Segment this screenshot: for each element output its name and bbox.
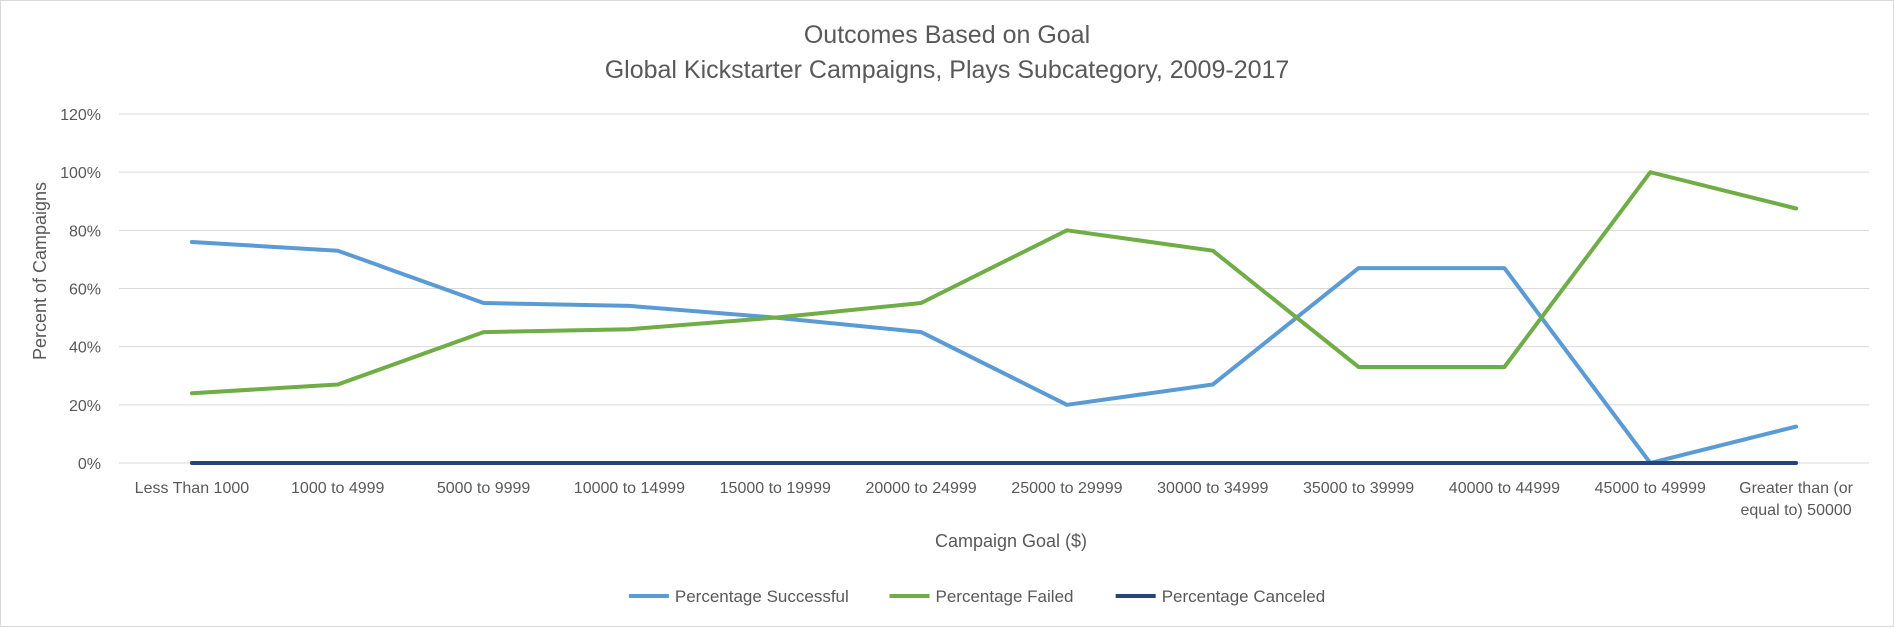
y-tick-label: 40% — [69, 340, 101, 357]
legend-item: Percentage Successful — [628, 587, 849, 606]
y-tick-label: 60% — [69, 282, 101, 299]
legend-label: Percentage Canceled — [1162, 587, 1326, 606]
y-tick-label: 0% — [78, 456, 101, 473]
legend-label: Percentage Failed — [936, 587, 1074, 606]
gridlines — [119, 113, 1869, 464]
legend-label: Percentage Successful — [675, 587, 849, 606]
x-axis-ticks: Less Than 1000 1000 to 4999 5000 to 9999 10… — [135, 480, 1854, 519]
x-tick-label: 15000 to 19999 — [720, 480, 831, 497]
x-tick-label: 10000 to 14999 — [574, 480, 685, 497]
legend-item: Percentage Failed — [889, 587, 1074, 606]
y-tick-label: 20% — [69, 398, 101, 415]
y-tick-label: 80% — [69, 223, 101, 240]
y-axis-ticks: 0% 20% 40% 60% 80% 100% 120% — [60, 107, 101, 473]
x-axis-title: Campaign Goal ($) — [935, 531, 1087, 551]
x-tick-label: 40000 to 44999 — [1449, 480, 1560, 497]
series-line-percentage-successful — [189, 240, 1799, 465]
x-tick-label: 30000 to 34999 — [1157, 480, 1268, 497]
legend: Percentage Successful Percentage Failed Pe… — [628, 587, 1326, 606]
chart-title: Outcomes Based on Goal — [804, 21, 1090, 49]
x-tick-label: Less Than 1000 — [135, 480, 250, 497]
series-line-percentage-failed — [189, 170, 1799, 396]
x-tick-label: 20000 to 24999 — [865, 480, 976, 497]
y-tick-label: 100% — [60, 165, 101, 182]
x-tick-label: 45000 to 49999 — [1595, 480, 1706, 497]
x-tick-label: 1000 to 4999 — [291, 480, 385, 497]
chart-subtitle: Global Kickstarter Campaigns, Plays Subc… — [605, 56, 1290, 84]
series-lines — [189, 170, 1799, 465]
y-axis-title: Percent of Campaigns — [30, 182, 50, 360]
x-tick-label: 25000 to 29999 — [1011, 480, 1122, 497]
x-tick-label: Greater than (or equal to) 50000 — [1739, 480, 1854, 519]
legend-item: Percentage Canceled — [1115, 587, 1326, 606]
x-tick-label: 5000 to 9999 — [437, 480, 531, 497]
y-tick-label: 120% — [60, 107, 101, 124]
x-tick-label: 35000 to 39999 — [1303, 480, 1414, 497]
